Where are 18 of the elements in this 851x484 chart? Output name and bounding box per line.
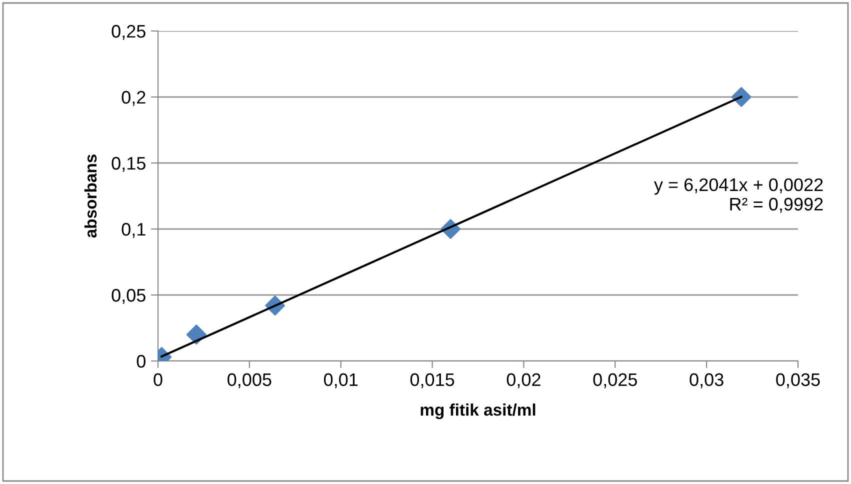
x-tick-label: 0: [154, 373, 162, 386]
x-axis-title: mg fitik asit/ml: [420, 404, 536, 420]
y-tick-label: 0,15: [112, 156, 146, 172]
x-tick-label: 0,005: [228, 373, 272, 388]
annotation: y = 6,2041x + 0,0022 R² = 0,9992: [654, 178, 823, 213]
x-tick-label: 0,015: [410, 373, 454, 388]
y-axis-title: absorbans: [84, 154, 97, 238]
x-tick-label: 0,035: [776, 373, 820, 388]
x-tick-label: 0,025: [593, 373, 637, 388]
x-tick-label: 0,03: [690, 373, 724, 388]
y-tick-label: 0: [136, 354, 146, 368]
point: [731, 86, 752, 108]
x-tick-label: 0,02: [506, 373, 540, 388]
y-tick-label: 0,25: [112, 24, 146, 40]
y-tick-label: 0,1: [122, 222, 146, 238]
y-tick-label: 0,05: [112, 288, 146, 304]
y-tick-label: 0,2: [122, 90, 146, 106]
x-tick-label: 0,01: [324, 373, 358, 388]
